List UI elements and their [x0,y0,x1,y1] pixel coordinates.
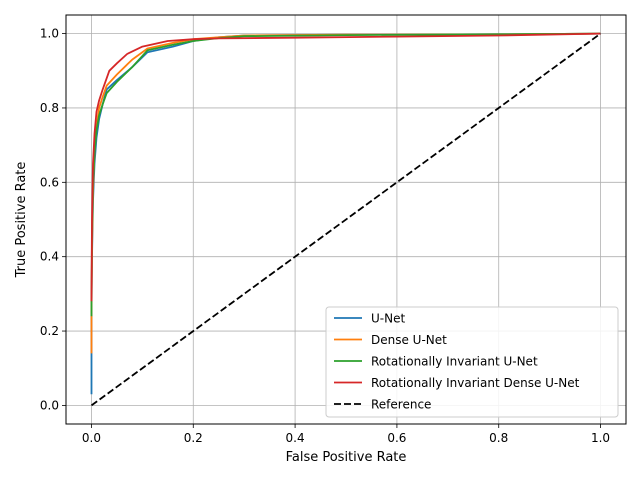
x-tick-label: 0.6 [387,431,406,445]
legend-label: Reference [371,398,431,412]
series-line-rotationally-invariant-dense-u-net [90,32,601,302]
x-tick-label: 0.0 [82,431,101,445]
y-axis-ticks: 0.0 0.2 0.4 0.6 0.8 1.0 [40,27,66,412]
y-tick-label: 0.0 [40,398,59,412]
legend: U-Net Dense U-Net Rotationally Invariant U… [325,306,619,418]
y-tick-label: 0.2 [40,324,59,338]
legend-label: U-Net [371,312,405,326]
y-tick-label: 0.6 [40,175,59,189]
legend-box [325,306,619,418]
series-line-rotationally-invariant-u-net [90,32,601,317]
legend-label: Dense U-Net [371,333,447,347]
grid-lines [66,15,626,424]
y-axis-label: True Positive Rate [14,162,29,279]
y-tick-label: 0.4 [40,250,59,264]
y-tick-label: 0.8 [40,101,59,115]
x-tick-label: 0.4 [286,431,305,445]
y-tick-label: 1.0 [40,27,59,41]
series-line-reference [90,32,602,407]
x-tick-label: 1.0 [591,431,610,445]
axes-frame [65,14,627,425]
plot-area [90,32,602,407]
legend-label: Rotationally Invariant U-Net [371,355,538,369]
x-tick-label: 0.2 [184,431,203,445]
x-axis-label: False Positive Rate [286,450,407,465]
x-axis-ticks: 0.0 0.2 0.4 0.6 0.8 1.0 [82,424,610,445]
series-line-dense-u-net [90,32,601,354]
legend-label: Rotationally Invariant Dense U-Net [371,376,580,390]
x-tick-label: 0.8 [489,431,508,445]
